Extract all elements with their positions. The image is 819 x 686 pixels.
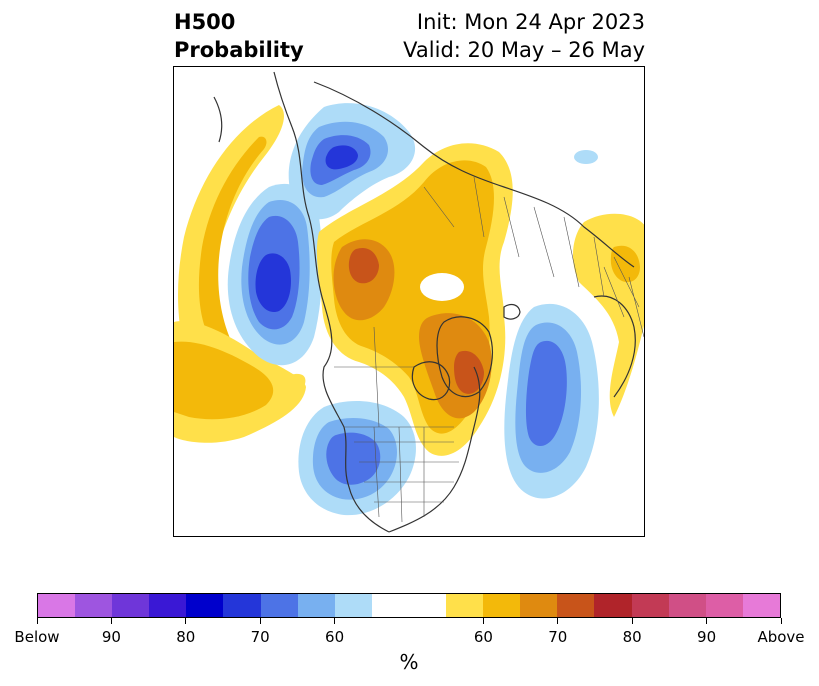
colorbar-tick: [110, 618, 112, 624]
probability-map: [173, 66, 645, 537]
colorbar-segment: [112, 594, 150, 617]
map-svg: [174, 71, 644, 533]
colorbar-tick: [706, 618, 708, 624]
colorbar-tick-label: 90: [101, 628, 121, 646]
colorbar-segment: [668, 594, 706, 617]
coast-japan: [213, 96, 223, 143]
colorbar-segment: [446, 594, 484, 617]
anomaly-below-small: [574, 150, 598, 164]
border-russia-b: [533, 206, 605, 298]
chart-title-right: Init: Mon 24 Apr 2023 Valid: 20 May – 26…: [403, 8, 645, 64]
coast-asia-east: [273, 71, 293, 128]
colorbar-tick: [185, 618, 187, 624]
coast-hudson-bay: [411, 361, 451, 401]
anomaly-above-greenland-core: [454, 350, 484, 394]
init-date: Init: Mon 24 Apr 2023: [416, 10, 645, 34]
coast-iceland: [503, 303, 521, 320]
borders: [334, 176, 644, 523]
colorbar-unit: %: [399, 650, 419, 674]
coast-north-america-west: [291, 126, 390, 533]
colorbar: [37, 593, 781, 618]
colorbar-tick-label: 60: [473, 628, 493, 646]
title-metric: Probability: [174, 38, 304, 62]
colorbar-segment: [75, 594, 113, 617]
anomaly-below-west-pacific-core: [325, 145, 358, 170]
colorbar-segment: [742, 594, 780, 617]
colorbar-segment: [149, 594, 187, 617]
chart-title-left: H500 Probability: [174, 8, 304, 64]
colorbar-segment: [705, 594, 743, 617]
coast-europe: [593, 295, 636, 398]
colorbar-segment: [297, 594, 335, 617]
colorbar-tick: [36, 618, 38, 624]
coastlines: [213, 71, 636, 533]
colorbar-segment: [408, 594, 447, 617]
title-variable: H500: [174, 10, 236, 34]
colorbar-tick: [259, 618, 261, 624]
pole-gap: [420, 273, 464, 301]
anomaly-above-subtropical-inner: [174, 341, 274, 420]
colorbar-segment: [520, 594, 558, 617]
anomaly-below-western-us-core: [326, 432, 381, 485]
colorbar-tick: [631, 618, 633, 624]
border-us-states-a: [354, 441, 459, 503]
colorbar-segment: [371, 594, 409, 617]
colorbar-segment: [557, 594, 595, 617]
anomaly-below-atlantic-core: [525, 340, 567, 446]
border-europe: [603, 256, 644, 338]
coast-north-america-east: [388, 366, 481, 533]
valid-range: Valid: 20 May – 26 May: [403, 38, 645, 62]
border-russia-a: [423, 176, 520, 258]
coast-eurasia-north: [313, 81, 635, 268]
colorbar-tick-label: 90: [697, 628, 717, 646]
colorbar-tick-label: 80: [622, 628, 642, 646]
colorbar-segment: [38, 594, 76, 617]
border-canada: [334, 326, 414, 428]
anomaly-above-pacific-arc-inner: [198, 136, 267, 353]
colorbar-segment: [223, 594, 261, 617]
colorbar-tick-label: 80: [176, 628, 196, 646]
colorbar-tick: [780, 618, 782, 624]
colorbar-segment: [334, 594, 372, 617]
colorbar-tick: [482, 618, 484, 624]
colorbar-tick: [334, 618, 336, 624]
colorbar-tick-label: Below: [14, 628, 60, 646]
colorbar-tick: [557, 618, 559, 624]
colorbar-tick-label: 70: [548, 628, 568, 646]
colorbar-tick-label: 70: [250, 628, 270, 646]
anomaly-below-central-pacific-core: [255, 253, 291, 313]
colorbar-segment: [186, 594, 224, 617]
colorbar-segment: [483, 594, 521, 617]
coast-greenland: [436, 316, 494, 398]
colorbar-segment: [260, 594, 298, 617]
border-us-states-b: [373, 426, 425, 523]
anomaly-above-siberia-core: [348, 247, 379, 284]
colorbar-tick-label: Above: [757, 628, 805, 646]
colorbar-segment: [594, 594, 632, 617]
colorbar-tick-label: 60: [325, 628, 345, 646]
colorbar-segment: [631, 594, 669, 617]
